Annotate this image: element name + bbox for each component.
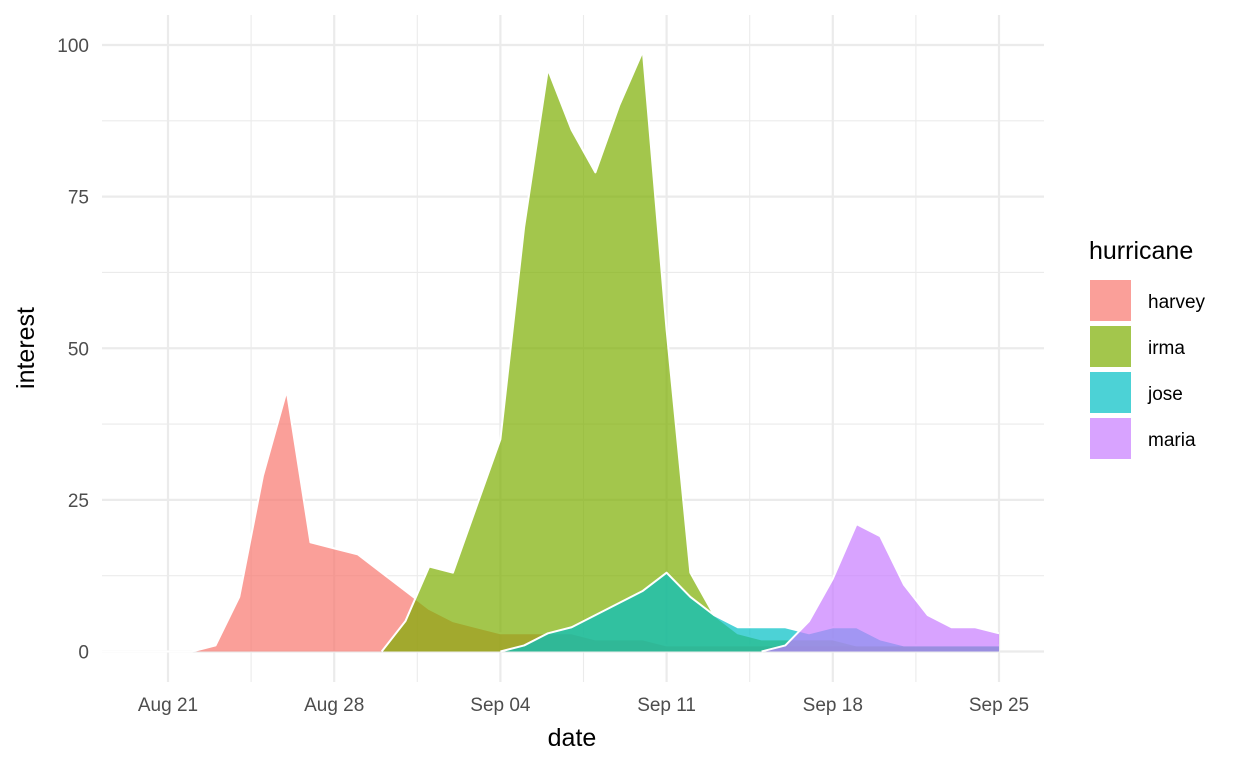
x-axis-title: date (548, 724, 597, 752)
x-tick-label: Aug 21 (138, 695, 198, 716)
x-axis: Aug 21 Aug 28 Sep 04 Sep 11 Sep 18 Sep 25 (138, 695, 1029, 716)
y-tick-label: 100 (57, 36, 89, 57)
x-tick-label: Sep 11 (637, 695, 696, 716)
legend-key-maria (1090, 418, 1131, 459)
legend: hurricane harvey irma jose maria (1089, 237, 1206, 459)
legend-label-irma: irma (1148, 338, 1185, 359)
line-maria (761, 523, 1000, 653)
legend-key-jose (1090, 372, 1131, 413)
y-axis: 0 25 50 75 100 (57, 36, 89, 664)
legend-key-irma (1090, 326, 1131, 367)
x-tick-label: Sep 04 (470, 695, 531, 716)
plot-panel (96, 50, 1000, 653)
legend-key-harvey (1090, 280, 1131, 321)
y-tick-label: 50 (68, 339, 89, 360)
legend-title: hurricane (1089, 237, 1193, 265)
legend-label-jose: jose (1147, 384, 1183, 405)
legend-item-irma: irma (1090, 326, 1185, 367)
area-irma (381, 51, 999, 652)
legend-item-harvey: harvey (1090, 280, 1206, 321)
y-tick-label: 25 (68, 491, 89, 512)
legend-item-maria: maria (1090, 418, 1196, 459)
x-tick-label: Sep 18 (803, 695, 863, 716)
area-maria (761, 524, 999, 652)
x-tick-label: Sep 25 (969, 695, 1029, 716)
legend-item-jose: jose (1090, 372, 1183, 413)
legend-items: harvey irma jose maria (1090, 280, 1206, 459)
x-tick-label: Aug 28 (304, 695, 364, 716)
y-tick-label: 0 (78, 643, 89, 664)
legend-label-harvey: harvey (1148, 292, 1206, 313)
y-tick-label: 75 (68, 188, 89, 209)
area-jose (500, 572, 999, 652)
area-harvey (96, 390, 999, 652)
y-axis-title: interest (12, 307, 40, 389)
legend-label-maria: maria (1148, 430, 1196, 451)
